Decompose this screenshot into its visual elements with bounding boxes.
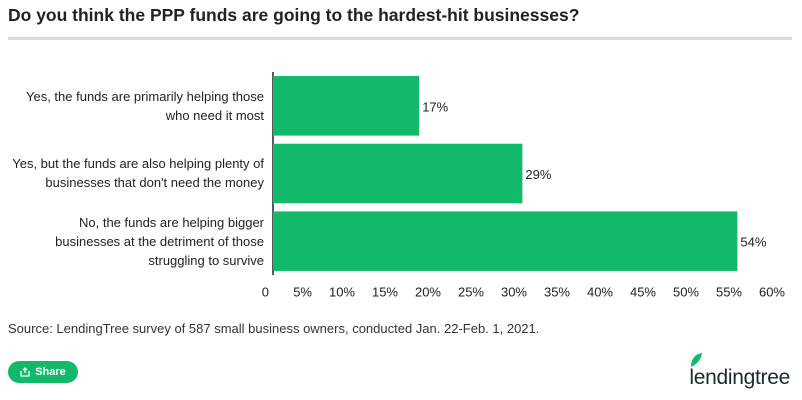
x-tick-label: 55% [716,284,742,299]
x-tick-label: 15% [372,284,398,299]
x-tick-label: 10% [329,284,355,299]
bar [273,143,523,204]
share-button[interactable]: Share [8,361,78,383]
x-tick-label: 0 [262,284,269,299]
x-tick-label: 20% [415,284,441,299]
category-label: No, the funds are helping bigger busines… [55,214,264,268]
x-tick-label: 40% [587,284,613,299]
x-tick-label: 60% [759,284,785,299]
bar [273,211,738,271]
category-label: Yes, the funds are primarily helping tho… [26,88,264,123]
share-label[interactable]: Share [35,366,66,378]
x-tick-label: 50% [673,284,699,299]
bar [273,76,420,136]
title-rule [8,37,792,40]
x-tick-label: 30% [501,284,527,299]
brand-name: lendingtree [689,366,790,389]
share-icon [20,367,30,377]
x-tick-label: 5% [293,284,312,299]
x-tick-label: 35% [544,284,570,299]
value-label: 29% [525,167,551,182]
brand-logo: lendingtree [689,353,790,390]
category-label: Yes, but the funds are also helping plen… [12,156,264,191]
brand-leaf [691,353,703,367]
x-tick-label: 45% [630,284,656,299]
value-label: 54% [740,235,766,250]
x-tick-label: 25% [458,284,484,299]
chart: 0 5% 10% 15% 20% 25% 30% 35% 40% 45% 50% 55% 60% 17% 2… [262,72,785,299]
source-note: Source: LendingTree survey of 587 small … [8,321,540,336]
chart-title: Do you think the PPP funds are going to … [8,5,580,25]
value-label: 17% [422,99,448,114]
